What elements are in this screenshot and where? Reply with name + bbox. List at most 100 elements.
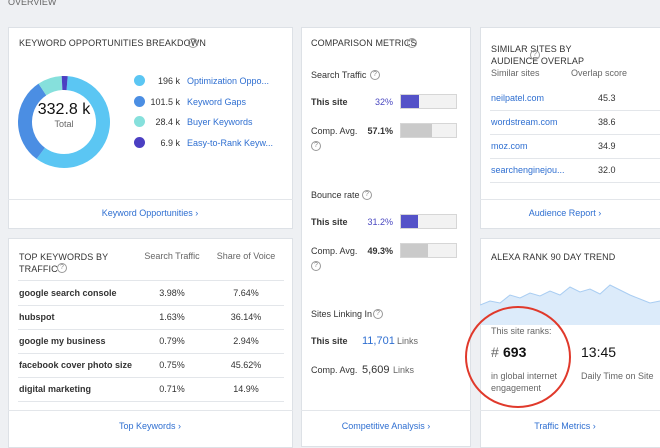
comp-value: 49.3% <box>345 245 393 257</box>
table-cell: 2.94% <box>206 335 286 347</box>
comp-value: 57.1% <box>345 125 393 137</box>
section-title: OVERVIEW <box>8 0 56 8</box>
time-value: 13:45 <box>581 345 616 359</box>
table-cell: 0.71% <box>132 383 212 395</box>
help-icon: ? <box>57 263 67 273</box>
table-cell: 3.98% <box>132 287 212 299</box>
panel-comparison <box>301 27 471 447</box>
comp-value: 5,609 <box>362 364 390 376</box>
table-cell: 1.63% <box>132 311 212 323</box>
bar-track <box>400 214 457 229</box>
legend-value: 101.5 k <box>130 96 180 108</box>
overlap-score: 45.3 <box>598 92 616 104</box>
donut-segment <box>42 83 62 89</box>
bar <box>401 95 419 108</box>
column-header: Similar sites <box>491 67 540 79</box>
overlap-score: 32.0 <box>598 164 616 176</box>
link[interactable]: Competitive Analysis › <box>306 420 466 432</box>
this-value: 11,701 <box>362 335 395 347</box>
bar <box>401 244 428 257</box>
divider <box>301 410 471 411</box>
rank-value: 693 <box>503 345 526 359</box>
rank-desc: in global internet engagement <box>491 370 571 394</box>
panel-title: COMPARISON METRICS <box>311 37 417 49</box>
overlap-score: 38.6 <box>598 116 616 128</box>
unit: Links <box>397 335 418 347</box>
site-link[interactable]: neilpatel.com <box>491 92 544 104</box>
divider <box>18 401 284 402</box>
bar-track <box>400 243 457 258</box>
divider <box>8 199 293 200</box>
column-header: Overlap score <box>571 67 627 79</box>
table-cell: 36.14% <box>206 311 286 323</box>
panel-title: KEYWORD OPPORTUNITIES BREAKDOWN <box>19 37 206 49</box>
this-label: This site <box>311 96 348 108</box>
bar-track <box>400 123 457 138</box>
help-icon: ? <box>373 309 383 319</box>
link[interactable]: Keyword Opportunities › <box>70 207 230 219</box>
link[interactable]: Top Keywords › <box>70 420 230 432</box>
divider <box>8 410 293 411</box>
bar <box>401 215 418 228</box>
metric-label: Search Traffic <box>311 69 366 81</box>
legend-value: 196 k <box>130 75 180 87</box>
help-icon: ? <box>530 50 540 60</box>
link[interactable]: Audience Report › <box>485 207 645 219</box>
this-value: 32% <box>345 96 393 108</box>
legend-name[interactable]: Optimization Oppo... <box>187 75 269 87</box>
rank-label: This site ranks: <box>491 325 552 337</box>
help-icon: ? <box>407 38 417 48</box>
site-link[interactable]: searchenginejou... <box>491 164 565 176</box>
bar <box>401 124 432 137</box>
site-link[interactable]: moz.com <box>491 140 528 152</box>
divider <box>18 377 284 378</box>
legend-name[interactable]: Buyer Keywords <box>187 116 253 128</box>
help-icon: ? <box>311 261 321 271</box>
help-icon: ? <box>362 190 372 200</box>
help-icon: ? <box>370 70 380 80</box>
this-label: This site <box>311 335 348 347</box>
divider <box>480 199 660 200</box>
keyword: google my business <box>19 335 106 347</box>
legend-value: 6.9 k <box>130 137 180 149</box>
legend-name[interactable]: Keyword Gaps <box>187 96 246 108</box>
table-cell: 7.64% <box>206 287 286 299</box>
panel-title: TOP KEYWORDS BY TRAFFIC <box>19 251 114 275</box>
keyword: google search console <box>19 287 117 299</box>
legend-name[interactable]: Easy-to-Rank Keyw... <box>187 137 273 149</box>
this-label: This site <box>311 216 348 228</box>
site-link[interactable]: wordstream.com <box>491 116 558 128</box>
panel-title: ALEXA RANK 90 DAY TREND <box>491 251 615 263</box>
divider <box>18 329 284 330</box>
divider <box>490 134 660 135</box>
column-header: Share of Voice <box>206 250 286 262</box>
unit: Links <box>393 364 414 376</box>
keyword: digital marketing <box>19 383 91 395</box>
metric-label: Sites Linking In <box>311 308 372 320</box>
column-header: Search Traffic <box>132 250 212 262</box>
table-cell: 0.79% <box>132 335 212 347</box>
bar-track <box>400 94 457 109</box>
panel-title: SIMILAR SITES BY AUDIENCE OVERLAP <box>491 43 616 67</box>
table-cell: 14.9% <box>206 383 286 395</box>
help-icon: ? <box>188 38 198 48</box>
divider <box>490 158 660 159</box>
comp-label: Comp. Avg. <box>311 364 357 376</box>
link[interactable]: Traffic Metrics › <box>485 420 645 432</box>
keyword: hubspot <box>19 311 55 323</box>
divider <box>18 280 284 281</box>
metric-label: Bounce rate <box>311 189 360 201</box>
table-cell: 45.62% <box>206 359 286 371</box>
donut-total: 332.8 k <box>14 101 114 119</box>
help-icon: ? <box>311 141 321 151</box>
table-cell: 0.75% <box>132 359 212 371</box>
divider <box>480 410 660 411</box>
time-desc: Daily Time on Site <box>581 370 656 382</box>
keyword: facebook cover photo size <box>19 359 132 371</box>
divider <box>18 305 284 306</box>
donut-total-label: Total <box>14 118 114 130</box>
overlap-score: 34.9 <box>598 140 616 152</box>
divider <box>18 353 284 354</box>
rank-hash: # <box>491 345 499 359</box>
